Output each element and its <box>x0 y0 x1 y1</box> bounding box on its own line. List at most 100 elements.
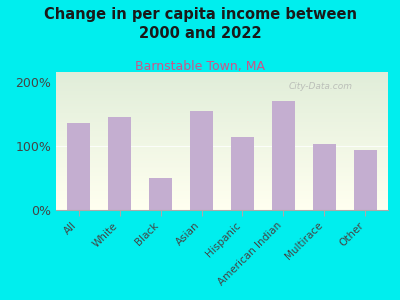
Bar <box>56 145 388 146</box>
Text: Change in per capita income between
2000 and 2022: Change in per capita income between 2000… <box>44 8 356 41</box>
Bar <box>56 138 388 139</box>
Bar <box>56 97 388 98</box>
Bar <box>56 188 388 189</box>
Bar <box>56 191 388 192</box>
Bar <box>56 201 388 202</box>
Bar <box>56 143 388 144</box>
Bar <box>56 90 388 91</box>
Bar <box>56 127 388 128</box>
Bar <box>56 110 388 111</box>
Bar <box>56 202 388 203</box>
Bar <box>56 182 388 183</box>
Bar <box>56 132 388 133</box>
Bar <box>56 106 388 107</box>
Bar <box>56 130 388 131</box>
Bar <box>56 140 388 141</box>
Bar <box>56 96 388 97</box>
Bar <box>56 177 388 178</box>
Bar <box>56 119 388 120</box>
Bar <box>56 206 388 207</box>
Bar <box>56 108 388 109</box>
Bar <box>56 134 388 135</box>
Bar <box>56 104 388 105</box>
Bar <box>56 133 388 134</box>
Bar <box>56 113 388 114</box>
Bar <box>56 144 388 145</box>
Bar <box>56 162 388 163</box>
Bar <box>56 122 388 123</box>
Bar <box>56 156 388 157</box>
Bar <box>56 163 388 164</box>
Bar <box>56 120 388 121</box>
Bar <box>56 193 388 194</box>
Bar <box>56 184 388 185</box>
Bar <box>313 144 336 210</box>
Bar <box>56 116 388 117</box>
Bar <box>56 155 388 156</box>
Bar <box>56 192 388 193</box>
Bar <box>56 77 388 78</box>
Bar <box>56 84 388 85</box>
Bar <box>56 92 388 93</box>
Bar <box>56 179 388 180</box>
Bar <box>56 135 388 136</box>
Bar <box>56 129 388 130</box>
Bar <box>56 73 388 74</box>
Bar <box>56 170 388 171</box>
Bar <box>56 121 388 122</box>
Bar <box>56 123 388 124</box>
Bar <box>56 81 388 82</box>
Bar <box>56 187 388 188</box>
Bar <box>56 136 388 137</box>
Bar <box>56 146 388 147</box>
Bar <box>56 194 388 195</box>
Text: City-Data.com: City-Data.com <box>288 82 352 91</box>
Bar <box>56 139 388 140</box>
Bar <box>56 87 388 88</box>
Bar <box>56 115 388 116</box>
Bar <box>56 98 388 99</box>
Bar <box>56 88 388 89</box>
Bar <box>56 91 388 92</box>
Bar <box>56 176 388 177</box>
Bar <box>56 147 388 148</box>
Bar <box>56 112 388 113</box>
Bar <box>56 157 388 158</box>
Bar <box>56 80 388 81</box>
Bar <box>56 124 388 125</box>
Bar <box>56 107 388 108</box>
Bar <box>56 95 388 96</box>
Bar <box>56 82 388 83</box>
Bar <box>56 137 388 138</box>
Bar <box>56 117 388 118</box>
Bar <box>56 195 388 196</box>
Bar <box>56 85 388 86</box>
Bar <box>56 94 388 95</box>
Bar <box>56 159 388 160</box>
Bar <box>56 171 388 172</box>
Bar <box>56 126 388 127</box>
Bar <box>56 174 388 175</box>
Bar <box>56 149 388 150</box>
Bar <box>56 154 388 155</box>
Bar <box>56 164 388 165</box>
Bar <box>56 114 388 115</box>
Bar <box>56 180 388 181</box>
Bar <box>56 158 388 159</box>
Bar <box>56 109 388 110</box>
Bar <box>56 168 388 169</box>
Bar <box>56 172 388 173</box>
Bar <box>56 102 388 103</box>
Bar <box>56 209 388 210</box>
Bar <box>56 86 388 87</box>
Bar <box>56 118 388 119</box>
Bar <box>56 141 388 142</box>
Bar <box>56 161 388 162</box>
Bar <box>56 131 388 132</box>
Bar <box>56 189 388 190</box>
Bar <box>56 198 388 199</box>
Bar <box>56 169 388 170</box>
Bar <box>56 74 388 75</box>
Bar <box>56 200 388 201</box>
Bar <box>56 100 388 101</box>
